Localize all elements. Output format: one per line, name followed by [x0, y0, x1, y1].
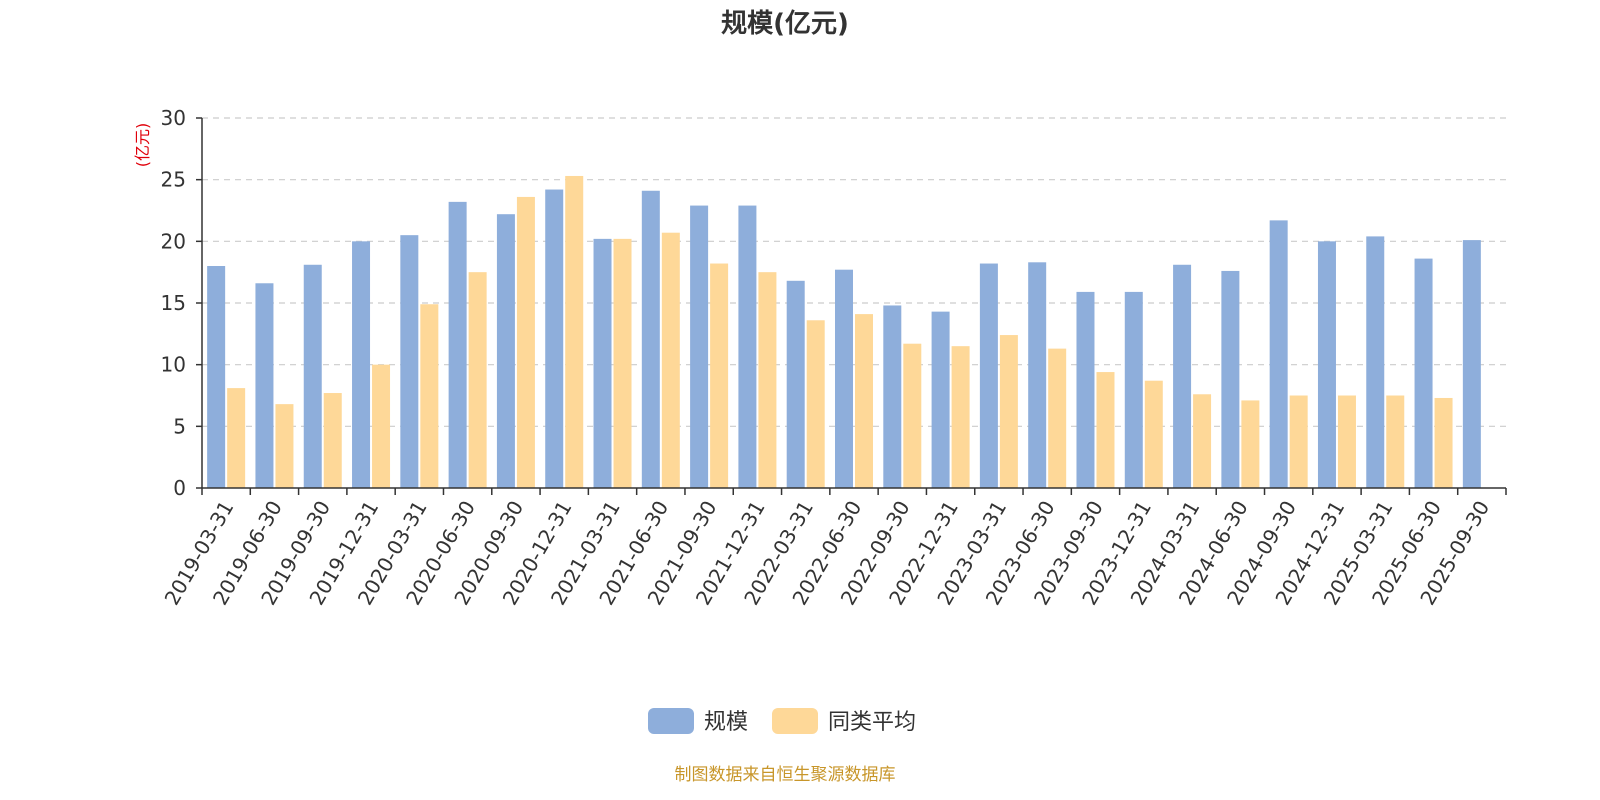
bar-s0-23[interactable]	[1317, 241, 1336, 488]
bar-s0-5[interactable]	[448, 201, 467, 488]
bar-s1-5[interactable]	[468, 272, 487, 488]
bar-s1-15[interactable]	[951, 346, 970, 488]
bar-s0-14[interactable]	[883, 305, 902, 488]
bar-s0-7[interactable]	[545, 189, 564, 489]
bar-s0-11[interactable]	[738, 205, 757, 489]
bar-s1-20[interactable]	[1193, 394, 1212, 488]
bar-s0-1[interactable]	[255, 283, 274, 488]
bar-s1-2[interactable]	[323, 393, 342, 488]
y-tick-label-0: 0	[173, 476, 186, 500]
y-tick-labels: 0 5 10 15 20 25 30	[161, 106, 202, 500]
bar-s0-25[interactable]	[1414, 258, 1433, 488]
bar-s1-9[interactable]	[661, 232, 680, 488]
bar-s1-17[interactable]	[1048, 348, 1067, 488]
bar-s0-0[interactable]	[207, 266, 226, 488]
bar-s1-11[interactable]	[758, 272, 777, 488]
bar-s1-7[interactable]	[565, 175, 584, 488]
y-unit-label: (亿元)	[133, 123, 152, 168]
bar-s1-12[interactable]	[806, 320, 825, 488]
legend-swatch-tonglei[interactable]	[772, 708, 818, 734]
chart-title: 规模(亿元)	[721, 9, 849, 39]
bar-s1-18[interactable]	[1096, 372, 1115, 488]
bar-s0-21[interactable]	[1221, 270, 1240, 488]
data-source-note: 制图数据来自恒生聚源数据库	[675, 765, 896, 785]
bar-s0-17[interactable]	[1028, 262, 1047, 488]
bar-s0-4[interactable]	[400, 235, 419, 488]
y-tick-label-2: 10	[161, 353, 186, 377]
bar-s0-6[interactable]	[496, 214, 515, 488]
bar-s0-24[interactable]	[1366, 236, 1385, 488]
y-tick-label-4: 20	[161, 229, 186, 253]
bar-s1-4[interactable]	[420, 304, 439, 488]
bar-s0-18[interactable]	[1076, 291, 1095, 488]
bar-s0-12[interactable]	[786, 280, 805, 488]
legend-label-tonglei[interactable]: 同类平均	[828, 710, 916, 735]
bar-s1-0[interactable]	[227, 388, 246, 488]
legend[interactable]: 规模 同类平均	[648, 708, 916, 735]
legend-swatch-guimo[interactable]	[648, 708, 694, 734]
bar-s0-15[interactable]	[931, 311, 950, 488]
bar-s0-19[interactable]	[1124, 291, 1143, 488]
bar-s1-19[interactable]	[1144, 380, 1163, 488]
grid-lines	[202, 117, 1506, 427]
bar-s0-10[interactable]	[690, 205, 709, 489]
y-tick-label-5: 25	[161, 168, 186, 192]
bar-s0-3[interactable]	[352, 241, 371, 488]
bar-s0-16[interactable]	[979, 263, 998, 488]
bar-s1-16[interactable]	[999, 335, 1018, 488]
bar-s0-13[interactable]	[835, 269, 853, 488]
bar-s1-23[interactable]	[1337, 395, 1356, 489]
bar-s1-6[interactable]	[516, 196, 535, 488]
bar-s0-26[interactable]	[1462, 240, 1481, 488]
bars	[207, 175, 1481, 489]
bar-s1-14[interactable]	[903, 343, 922, 488]
bar-s0-22[interactable]	[1269, 220, 1288, 488]
bar-s0-8[interactable]	[593, 238, 612, 488]
bar-s1-22[interactable]	[1289, 395, 1308, 489]
axes	[201, 118, 1507, 495]
y-tick-label-1: 5	[173, 414, 186, 438]
bar-s1-13[interactable]	[855, 314, 873, 488]
bar-s1-25[interactable]	[1434, 397, 1453, 488]
bar-s1-3[interactable]	[372, 364, 391, 488]
y-tick-label-6: 30	[161, 106, 186, 130]
bar-s1-24[interactable]	[1386, 395, 1405, 489]
x-tick-labels: 2019-03-312019-06-302019-09-302019-12-31…	[160, 497, 1495, 610]
bar-s0-2[interactable]	[303, 264, 322, 488]
bar-s1-10[interactable]	[710, 263, 729, 488]
bar-s1-1[interactable]	[275, 404, 294, 488]
bar-s0-9[interactable]	[641, 190, 660, 488]
legend-label-guimo[interactable]: 规模	[704, 710, 748, 735]
bar-s1-8[interactable]	[613, 238, 632, 488]
bar-s0-20[interactable]	[1173, 264, 1192, 488]
y-tick-label-3: 15	[161, 291, 186, 315]
bar-s1-21[interactable]	[1241, 400, 1260, 488]
